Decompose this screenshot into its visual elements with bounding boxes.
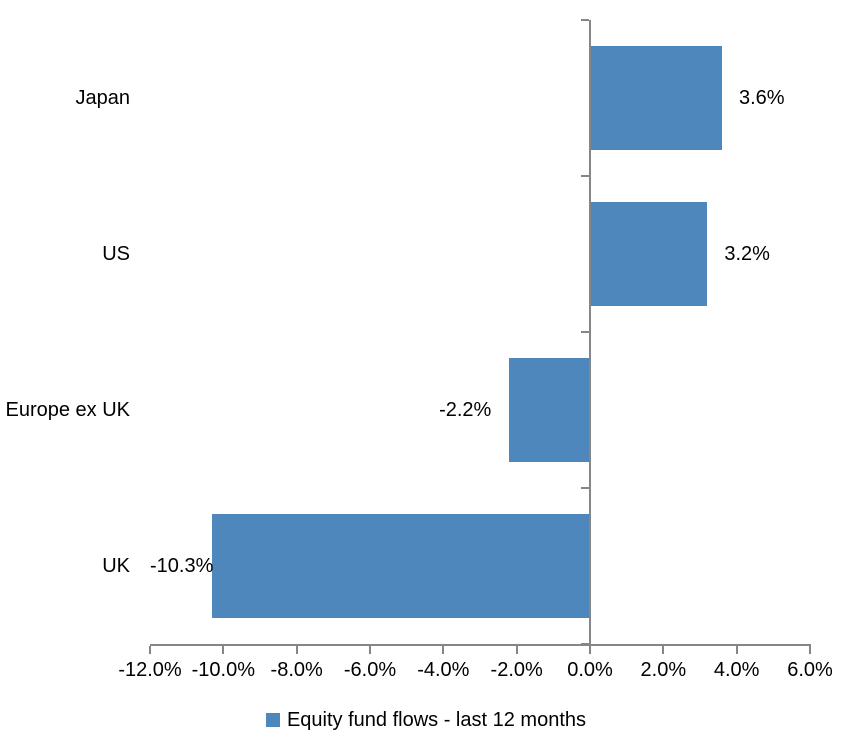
x-tick-label: -12.0% [118,659,182,681]
x-tick-label: -6.0% [343,659,397,681]
value-axis-tick [149,646,151,654]
value-axis-tick [369,646,371,654]
value-axis [150,644,811,646]
x-tick-label: 0.0% [567,659,613,681]
value-axis-tick [295,646,298,654]
bar-data-label: 3.2% [724,243,770,265]
legend-swatch-icon [265,713,280,727]
value-axis-tick [222,646,225,654]
value-axis-tick [515,646,518,654]
category-axis [589,20,591,644]
category-axis-tick [581,331,589,333]
value-axis-tick [735,646,738,654]
value-axis-tick [442,646,445,654]
x-tick-label: 2.0% [640,659,687,681]
value-axis-tick [809,646,811,654]
category-axis-tick [581,175,589,177]
x-tick-label: 6.0% [787,659,833,681]
bar [590,46,722,150]
category-label: Europe ex UK [5,399,130,421]
x-tick-label: -2.0% [490,659,543,681]
bar [509,358,590,462]
legend-label: Equity fund flows - last 12 months [286,709,587,731]
category-label: US [102,243,130,265]
bar-data-label: 3.6% [739,87,785,109]
x-tick-label: -8.0% [270,659,323,681]
bar [590,202,708,306]
x-tick-label: -4.0% [417,659,470,681]
bar-data-label: -10.3% [150,555,214,577]
category-label: UK [102,555,130,577]
x-tick-label: 4.0% [713,659,760,681]
x-tick-label: -10.0% [191,659,256,681]
value-axis-tick [589,646,591,654]
category-axis-tick [581,19,589,21]
bar [212,514,590,618]
bar-data-label: -2.2% [439,399,492,421]
legend: Equity fund flows - last 12 months [0,703,852,737]
value-axis-tick [662,646,665,654]
category-label: Japan [75,87,131,109]
category-axis-tick [581,487,589,489]
